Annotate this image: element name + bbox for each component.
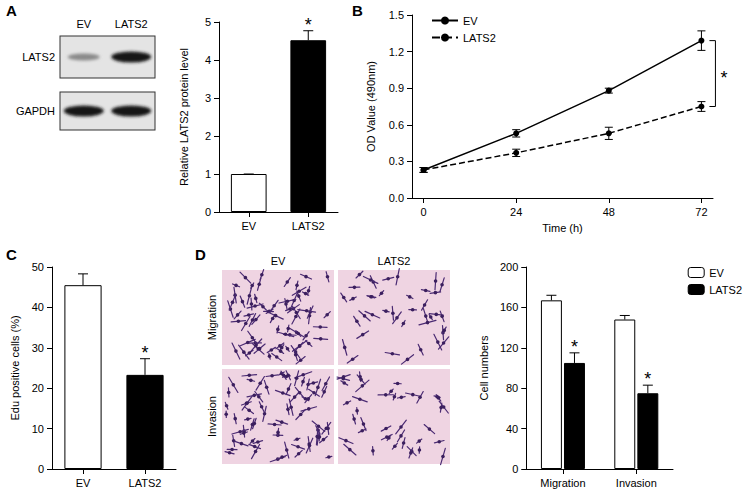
- svg-text:0.6: 0.6: [389, 119, 404, 131]
- html-text:C: C: [6, 246, 17, 263]
- svg-text:OD Value (490nm): OD Value (490nm): [365, 61, 377, 152]
- svg-text:0.9: 0.9: [389, 82, 404, 94]
- svg-text:0: 0: [205, 206, 211, 218]
- svg-text:Migration: Migration: [206, 295, 218, 340]
- svg-text:1.2: 1.2: [389, 46, 404, 58]
- svg-text:LATS2: LATS2: [378, 255, 411, 267]
- html-text:B: B: [352, 2, 363, 19]
- svg-text:Invasion: Invasion: [616, 477, 657, 489]
- svg-text:0.3: 0.3: [389, 155, 404, 167]
- html-text:A: A: [6, 2, 17, 19]
- svg-text:160: 160: [500, 301, 518, 313]
- svg-text:0: 0: [421, 206, 427, 218]
- svg-text:Migration: Migration: [540, 477, 585, 489]
- svg-text:20: 20: [32, 382, 44, 394]
- svg-text:24: 24: [510, 206, 522, 218]
- svg-text:120: 120: [500, 342, 518, 354]
- svg-text:EV: EV: [463, 15, 478, 27]
- svg-text:48: 48: [603, 206, 615, 218]
- svg-text:10: 10: [32, 423, 44, 435]
- svg-text:LATS2: LATS2: [463, 32, 496, 44]
- svg-text:0.0: 0.0: [389, 192, 404, 204]
- svg-text:LATS2: LATS2: [22, 51, 55, 63]
- svg-text:Invasion: Invasion: [206, 396, 218, 437]
- html-text:D: D: [195, 246, 206, 263]
- svg-text:Edu positive cells (%): Edu positive cells (%): [9, 315, 21, 420]
- svg-text:Cell numbers: Cell numbers: [478, 335, 490, 400]
- svg-text:EV: EV: [76, 477, 91, 489]
- svg-text:3: 3: [205, 92, 211, 104]
- svg-text:EV: EV: [709, 267, 724, 279]
- svg-text:GAPDH: GAPDH: [16, 105, 55, 117]
- svg-text:*: *: [644, 369, 651, 389]
- svg-text:200: 200: [500, 261, 518, 273]
- svg-text:40: 40: [506, 423, 518, 435]
- svg-text:80: 80: [506, 382, 518, 394]
- svg-text:LATS2: LATS2: [115, 18, 148, 30]
- svg-text:50: 50: [32, 261, 44, 273]
- svg-text:LATS2: LATS2: [292, 220, 325, 232]
- svg-text:40: 40: [32, 301, 44, 313]
- svg-text:4: 4: [205, 54, 211, 66]
- svg-text:EV: EV: [76, 18, 91, 30]
- svg-text:Relative LATS2 protein level: Relative LATS2 protein level: [178, 48, 190, 186]
- svg-text:EV: EV: [241, 220, 256, 232]
- svg-text:1.5: 1.5: [389, 9, 404, 21]
- svg-text:*: *: [305, 15, 312, 35]
- svg-text:72: 72: [695, 206, 707, 218]
- svg-text:5: 5: [205, 16, 211, 28]
- svg-text:*: *: [571, 337, 578, 357]
- svg-text:LATS2: LATS2: [709, 284, 742, 296]
- svg-text:Time (h): Time (h): [542, 222, 583, 234]
- svg-text:2: 2: [205, 130, 211, 142]
- svg-text:30: 30: [32, 342, 44, 354]
- svg-text:0: 0: [512, 463, 518, 475]
- svg-text:*: *: [720, 68, 727, 88]
- svg-text:0: 0: [38, 463, 44, 475]
- svg-text:LATS2: LATS2: [129, 477, 162, 489]
- svg-text:*: *: [141, 343, 148, 363]
- svg-text:1: 1: [205, 168, 211, 180]
- svg-text:EV: EV: [271, 255, 286, 267]
